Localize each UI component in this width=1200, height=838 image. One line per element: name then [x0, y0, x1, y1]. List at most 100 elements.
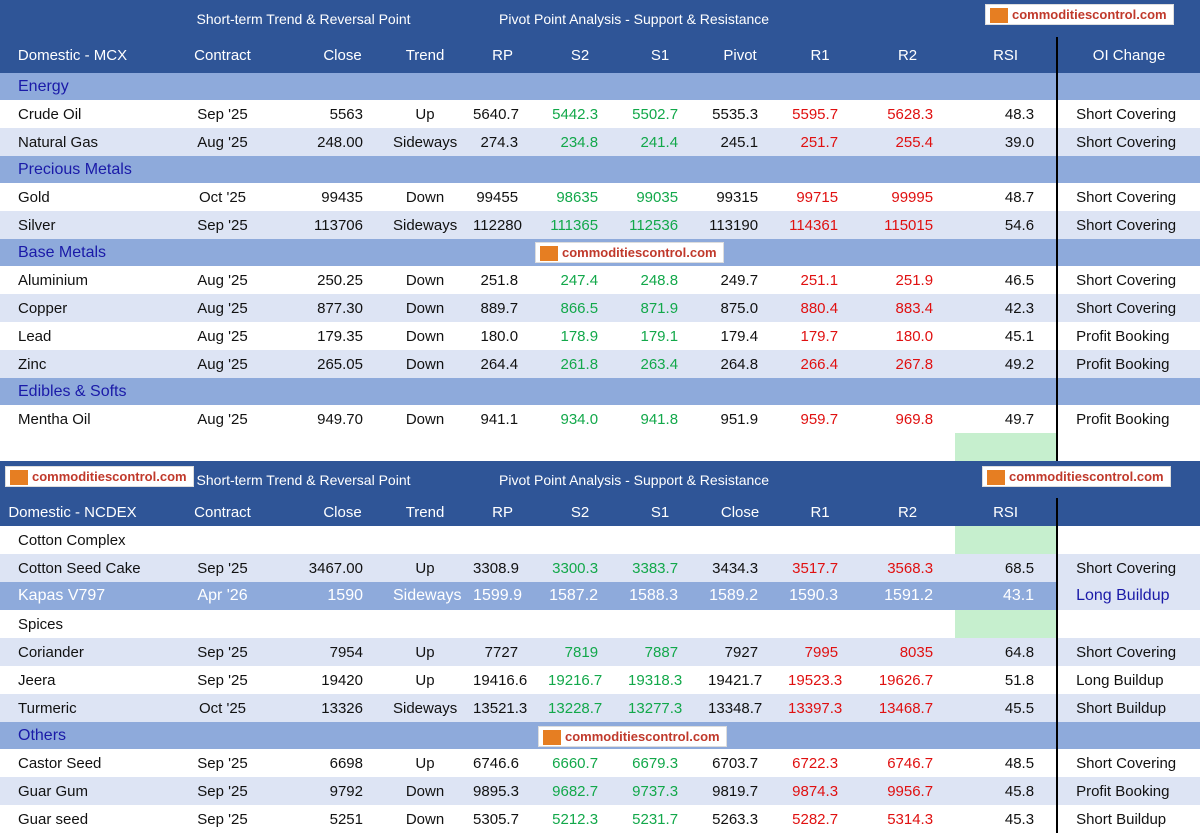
cell — [0, 433, 145, 461]
cell: 99315 — [700, 183, 781, 211]
cell: 5563 — [300, 100, 385, 128]
cell: 941.1 — [465, 405, 541, 433]
cell: 9682.7 — [540, 777, 621, 805]
cell: 247.4 — [540, 266, 621, 294]
banner-cell: Pivot Point Analysis - Support & Resista… — [465, 0, 956, 37]
cell: Down — [385, 322, 466, 350]
cell: 6703.7 — [700, 749, 781, 777]
cell: Profit Booking — [1057, 350, 1200, 378]
cell: 969.8 — [860, 405, 956, 433]
cell: Coriander — [0, 638, 145, 666]
cell: 3467.00 — [300, 554, 385, 582]
cell: 7995 — [780, 638, 861, 666]
cell: 13397.3 — [780, 694, 861, 722]
cell: Sideways — [385, 128, 466, 156]
cell: 6746.6 — [465, 749, 541, 777]
cell: 112536 — [620, 211, 701, 239]
cell: 6746.7 — [860, 749, 956, 777]
cell: Aug '25 — [145, 350, 300, 378]
cell — [620, 433, 701, 461]
cell: 114361 — [780, 211, 861, 239]
cell: 45.1 — [955, 322, 1059, 350]
cell: Short Covering — [1057, 554, 1200, 582]
cell: 866.5 — [540, 294, 621, 322]
cell: 7819 — [540, 638, 621, 666]
cell: 49.7 — [955, 405, 1059, 433]
data-row: Lead Aug '25 179.35 Down 180.0 178.9 179.1 179.… — [0, 322, 1200, 350]
cell: 99035 — [620, 183, 701, 211]
cell: 1588.3 — [620, 582, 701, 610]
cell: 9956.7 — [860, 777, 956, 805]
cell: Up — [385, 638, 466, 666]
subgroup-label: Spices — [0, 610, 956, 638]
data-row: Guar Gum Sep '25 9792 Down 9895.3 9682.7 9737.… — [0, 777, 1200, 805]
cell: 19416.6 — [465, 666, 541, 694]
cell: Down — [385, 777, 466, 805]
header-cell: Domestic - MCX — [0, 37, 145, 73]
cell: 13228.7 — [540, 694, 621, 722]
cell: Kapas V797 — [0, 582, 145, 610]
header-cell: Domestic - NCDEX — [0, 498, 145, 526]
blank-row — [0, 433, 1200, 461]
cell: 180.0 — [465, 322, 541, 350]
cell: 880.4 — [780, 294, 861, 322]
cell: Sep '25 — [145, 805, 300, 833]
cell: 46.5 — [955, 266, 1059, 294]
data-row: Mentha Oil Aug '25 949.70 Down 941.1 934.0 941… — [0, 405, 1200, 433]
cell: 8035 — [860, 638, 956, 666]
cell: Oct '25 — [145, 694, 300, 722]
cell — [145, 433, 300, 461]
cell: 19216.7 — [540, 666, 621, 694]
cell: Down — [385, 266, 466, 294]
cell — [955, 610, 1059, 638]
cell: 9895.3 — [465, 777, 541, 805]
cell: Short Covering — [1057, 638, 1200, 666]
data-row: Natural Gas Aug '25 248.00 Sideways 274.3 234… — [0, 128, 1200, 156]
cell — [1057, 433, 1200, 461]
cell: Guar seed — [0, 805, 145, 833]
data-row: Coriander Sep '25 7954 Up 7727 7819 7887 7927 79… — [0, 638, 1200, 666]
cell: Sep '25 — [145, 666, 300, 694]
cell — [1057, 73, 1200, 100]
cell: 7727 — [465, 638, 541, 666]
banner-cell: Pivot Point Analysis - Support & Resista… — [465, 461, 956, 498]
cell — [1057, 156, 1200, 183]
cell: 6660.7 — [540, 749, 621, 777]
cell: 7887 — [620, 638, 701, 666]
cell: 13277.3 — [620, 694, 701, 722]
cell: 1590 — [300, 582, 385, 610]
cell — [955, 73, 1059, 100]
header-cell: S2 — [540, 37, 621, 73]
cell: Apr '26 — [145, 582, 300, 610]
cell: 871.9 — [620, 294, 701, 322]
cell: Short Covering — [1057, 294, 1200, 322]
group-label: Energy — [0, 73, 956, 100]
cell: Short Buildup — [1057, 805, 1200, 833]
cell: Long Buildup — [1057, 582, 1200, 610]
cell — [955, 722, 1059, 749]
cell: 264.4 — [465, 350, 541, 378]
cell: 274.3 — [465, 128, 541, 156]
cell: 19523.3 — [780, 666, 861, 694]
cell — [540, 433, 621, 461]
cell: Aluminium — [0, 266, 145, 294]
logo: commoditiescontrol.com — [535, 242, 724, 263]
header-cell: Close — [300, 498, 385, 526]
cell: 19318.3 — [620, 666, 701, 694]
cell: 45.3 — [955, 805, 1059, 833]
cell: Aug '25 — [145, 294, 300, 322]
cell: 3300.3 — [540, 554, 621, 582]
cell: 99435 — [300, 183, 385, 211]
cell: Gold — [0, 183, 145, 211]
cell: 9737.3 — [620, 777, 701, 805]
banner-cell: Short-term Trend & Reversal Point — [0, 0, 466, 37]
cell: Down — [385, 405, 466, 433]
cell: 3434.3 — [700, 554, 781, 582]
cell: 234.8 — [540, 128, 621, 156]
header-cell: Contract — [145, 498, 300, 526]
header-cell: S2 — [540, 498, 621, 526]
cell: 5628.3 — [860, 100, 956, 128]
cell: 13326 — [300, 694, 385, 722]
cell: 1587.2 — [540, 582, 621, 610]
